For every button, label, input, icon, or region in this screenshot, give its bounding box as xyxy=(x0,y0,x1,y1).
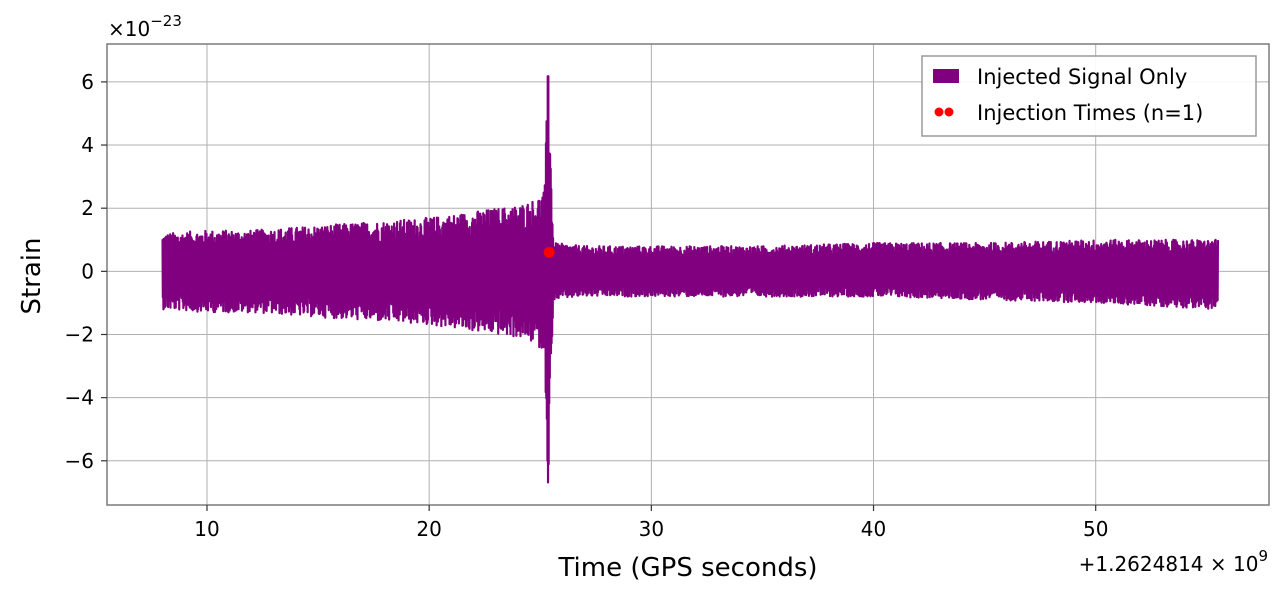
x-tick-label: 30 xyxy=(639,517,664,541)
legend-label-injected-signal: Injected Signal Only xyxy=(977,65,1187,89)
legend-marker-injection-2 xyxy=(944,107,954,117)
x-offset-label: +1.2624814 × 109 xyxy=(1079,547,1268,576)
plot-area xyxy=(161,75,1219,484)
x-tick-label: 40 xyxy=(861,517,886,541)
x-tick-label: 50 xyxy=(1083,517,1108,541)
y-tick-label: 2 xyxy=(81,196,94,220)
x-tick-label: 20 xyxy=(416,517,441,541)
y-axis-label: Strain xyxy=(17,237,47,314)
x-axis-label: Time (GPS seconds) xyxy=(557,553,817,583)
y-tick-label: −2 xyxy=(65,322,94,346)
legend-label-injection-times: Injection Times (n=1) xyxy=(977,101,1203,125)
x-tick-label: 10 xyxy=(194,517,219,541)
legend: Injected Signal Only Injection Times (n=… xyxy=(921,55,1257,137)
y-tick-label: −4 xyxy=(65,386,94,410)
legend-marker-injection-1 xyxy=(934,107,944,117)
axes-frame xyxy=(106,43,1270,506)
strain-series-line xyxy=(161,75,1219,484)
injection-time-marker xyxy=(543,246,555,258)
legend-box xyxy=(921,55,1257,137)
strain-series-core xyxy=(162,154,1218,392)
x-axis-ticks: 10 20 30 40 50 xyxy=(194,505,1108,541)
y-tick-label: 6 xyxy=(81,70,94,94)
y-scale-multiplier: ×10−23 xyxy=(108,12,182,41)
y-axis-ticks: −6 −4 −2 0 2 4 6 xyxy=(65,70,107,473)
y-tick-label: 0 xyxy=(81,259,94,283)
legend-swatch-injected-signal xyxy=(933,69,959,83)
y-tick-label: −6 xyxy=(65,449,94,473)
y-tick-label: 4 xyxy=(81,133,94,157)
